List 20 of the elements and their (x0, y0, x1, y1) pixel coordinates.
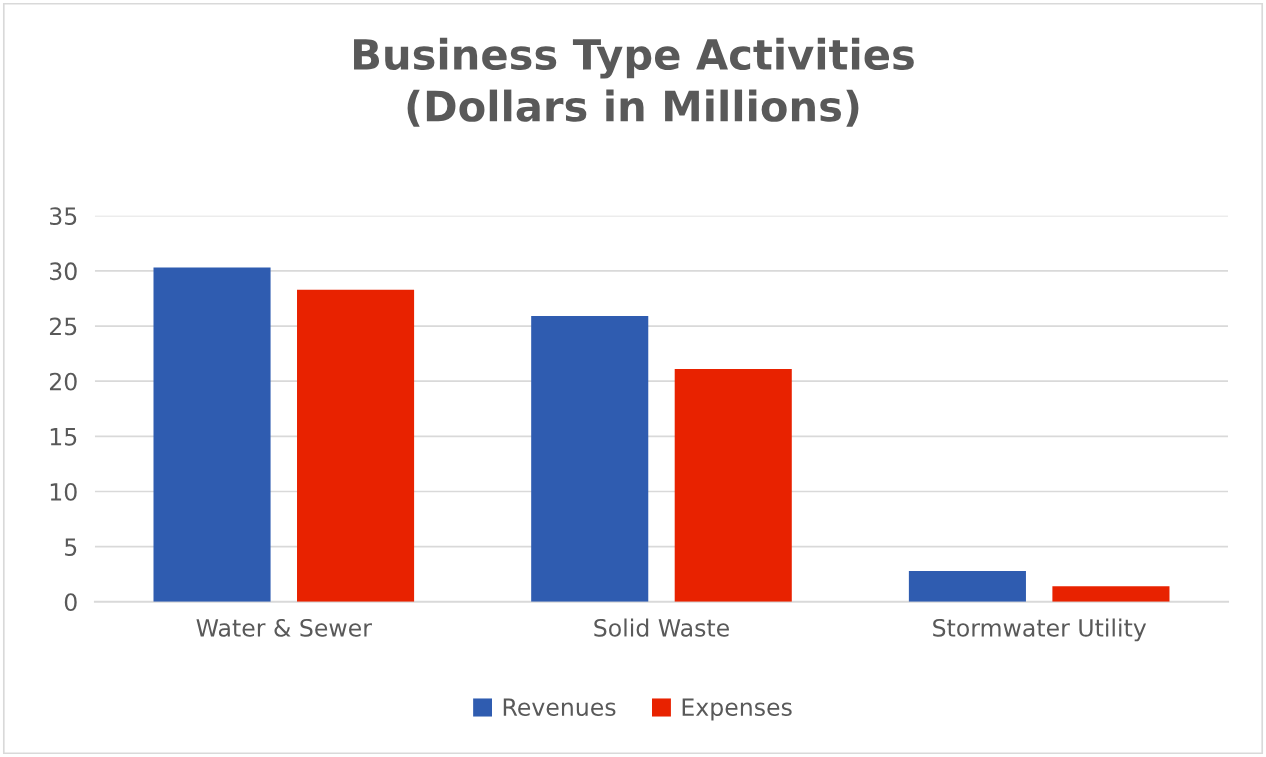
bar (908, 570, 1026, 602)
bar (531, 316, 649, 602)
y-tick-label: 15 (50, 428, 77, 446)
x-tick-label: Solid Waste (594, 618, 729, 637)
bar (674, 369, 792, 602)
bar (153, 267, 271, 602)
x-tick-label: Stormwater Utility (933, 618, 1147, 642)
y-tick-label: 0 (64, 593, 77, 612)
y-tick-label: 20 (49, 372, 77, 391)
y-tick-label: 25 (49, 317, 77, 336)
y-tick-label: 30 (50, 262, 77, 281)
y-tick-label: 5 (65, 538, 77, 556)
bar (1052, 586, 1170, 602)
y-tick-label: 10 (50, 482, 77, 501)
chart-title: Business Type Activities (Dollars in Millions) (354, 37, 914, 127)
legend-label: Expenses (682, 698, 792, 721)
bar (297, 289, 415, 602)
legend-label: Revenues (503, 698, 616, 717)
y-tick-label: 35 (50, 207, 77, 226)
x-tick-label: Water & Sewer (196, 618, 372, 637)
